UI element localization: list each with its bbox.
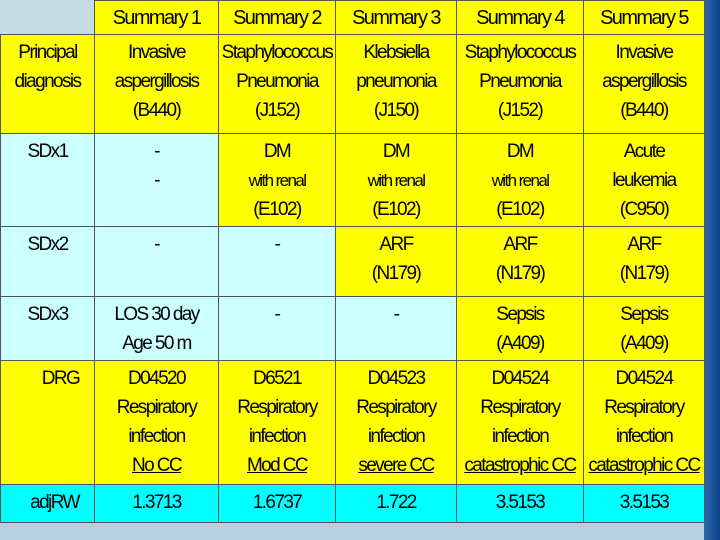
adjrw-summary-1: 1.3713 — [94, 484, 219, 523]
table-row-sdx3: SDx3 LOS 30 day Age 50 m - - Sepsis (A40… — [0, 296, 705, 361]
row-label-sdx2: SDx2 — [0, 226, 95, 297]
adjrw-summary-3: 1.722 — [335, 484, 457, 523]
header-summary-5: Summary 5 — [583, 0, 705, 35]
table-row-sdx1: SDx1 - - DM with renal (E102) DM with re… — [0, 133, 705, 227]
header-summary-3: Summary 3 — [335, 0, 457, 35]
sdx1-summary-1: - - — [94, 133, 219, 227]
sdx3-summary-5: Sepsis (A409) — [583, 296, 705, 361]
row-label-adjrw: adjRW — [0, 484, 95, 523]
sdx1-summary-2: DM with renal (E102) — [218, 133, 336, 227]
summary-table: Summary 1 Summary 2 Summary 3 Summary 4 … — [0, 0, 705, 523]
adjrw-summary-5: 3.5153 — [583, 484, 705, 523]
adjrw-summary-4: 3.5153 — [456, 484, 584, 523]
principal-diagnosis-summary-2: Staphylococcus Pneumonia (J152) — [218, 34, 336, 134]
adjrw-summary-2: 1.6737 — [218, 484, 336, 523]
drg-summary-3: D04523 Respiratory infection severe CC — [335, 360, 457, 485]
sdx3-summary-2: - — [218, 296, 336, 361]
table-row-principal-diagnosis: Principal diagnosis Invasive aspergillos… — [0, 34, 705, 134]
slide-right-band — [704, 0, 720, 540]
row-label-sdx3: SDx3 — [0, 296, 95, 361]
header-summary-1: Summary 1 — [94, 0, 219, 35]
sdx3-summary-1: LOS 30 day Age 50 m — [94, 296, 219, 361]
principal-diagnosis-summary-5: Invasive aspergillosis (B440) — [583, 34, 705, 134]
drg-summary-5: D04524 Respiratory infection catastrophi… — [583, 360, 705, 485]
table-row-adjrw: adjRW 1.3713 1.6737 1.722 3.5153 3.5153 — [0, 484, 705, 523]
corner-cell — [0, 0, 95, 35]
table-row-drg: DRG D04520 Respiratory infection No CC D… — [0, 360, 705, 485]
row-label-drg: DRG — [0, 360, 95, 485]
principal-diagnosis-summary-4: Staphylococcus Pneumonia (J152) — [456, 34, 584, 134]
sdx3-summary-4: Sepsis (A409) — [456, 296, 584, 361]
slide-bottom-band — [0, 522, 704, 540]
drg-summary-2: D6521 Respiratory infection Mod CC — [218, 360, 336, 485]
sdx2-summary-1: - — [94, 226, 219, 297]
table-row-sdx2: SDx2 - - ARF (N179) ARF (N179) ARF (N179… — [0, 226, 705, 297]
drg-summary-4: D04524 Respiratory infection catastrophi… — [456, 360, 584, 485]
header-summary-2: Summary 2 — [218, 0, 336, 35]
sdx3-summary-3: - — [335, 296, 457, 361]
sdx2-summary-3: ARF (N179) — [335, 226, 457, 297]
row-label-sdx1: SDx1 — [0, 133, 95, 227]
sdx1-summary-3: DM with renal (E102) — [335, 133, 457, 227]
sdx2-summary-4: ARF (N179) — [456, 226, 584, 297]
header-row: Summary 1 Summary 2 Summary 3 Summary 4 … — [0, 0, 705, 35]
principal-diagnosis-summary-1: Invasive aspergillosis (B440) — [94, 34, 219, 134]
sdx1-summary-5: Acute leukemia (C950) — [583, 133, 705, 227]
sdx1-summary-4: DM with renal (E102) — [456, 133, 584, 227]
drg-summary-1: D04520 Respiratory infection No CC — [94, 360, 219, 485]
header-summary-4: Summary 4 — [456, 0, 584, 35]
principal-diagnosis-summary-3: Klebsiella pneumonia (J150) — [335, 34, 457, 134]
row-label-principal-diagnosis: Principal diagnosis — [0, 34, 95, 134]
sdx2-summary-2: - — [218, 226, 336, 297]
sdx2-summary-5: ARF (N179) — [583, 226, 705, 297]
